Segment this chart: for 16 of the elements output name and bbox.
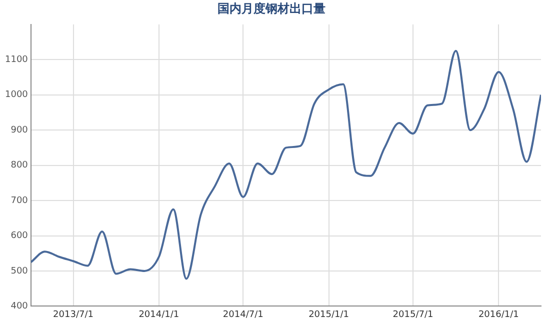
y-tick-label: 800 (10, 160, 28, 171)
y-tick-label: 1000 (5, 90, 28, 100)
y-tick-label: 500 (10, 266, 28, 276)
x-tick-label: 2014/1/1 (138, 310, 180, 320)
x-tick-label: 2013/7/1 (53, 310, 94, 320)
line-series (30, 50, 541, 280)
x-tick-label: 2014/7/1 (222, 310, 264, 320)
chart-title: 国内月度钢材出口量 (218, 1, 326, 16)
y-tick-label: 900 (10, 125, 28, 136)
x-tick-label: 2016/1/1 (478, 310, 519, 320)
y-tick-label: 400 (10, 302, 28, 312)
x-tick-label: 2015/7/1 (392, 310, 434, 320)
x-tick-label: 2015/1/1 (308, 310, 349, 320)
y-tick-label: 600 (10, 231, 28, 242)
y-tick-label: 700 (10, 196, 28, 206)
y-tick-label: 1100 (5, 54, 28, 65)
